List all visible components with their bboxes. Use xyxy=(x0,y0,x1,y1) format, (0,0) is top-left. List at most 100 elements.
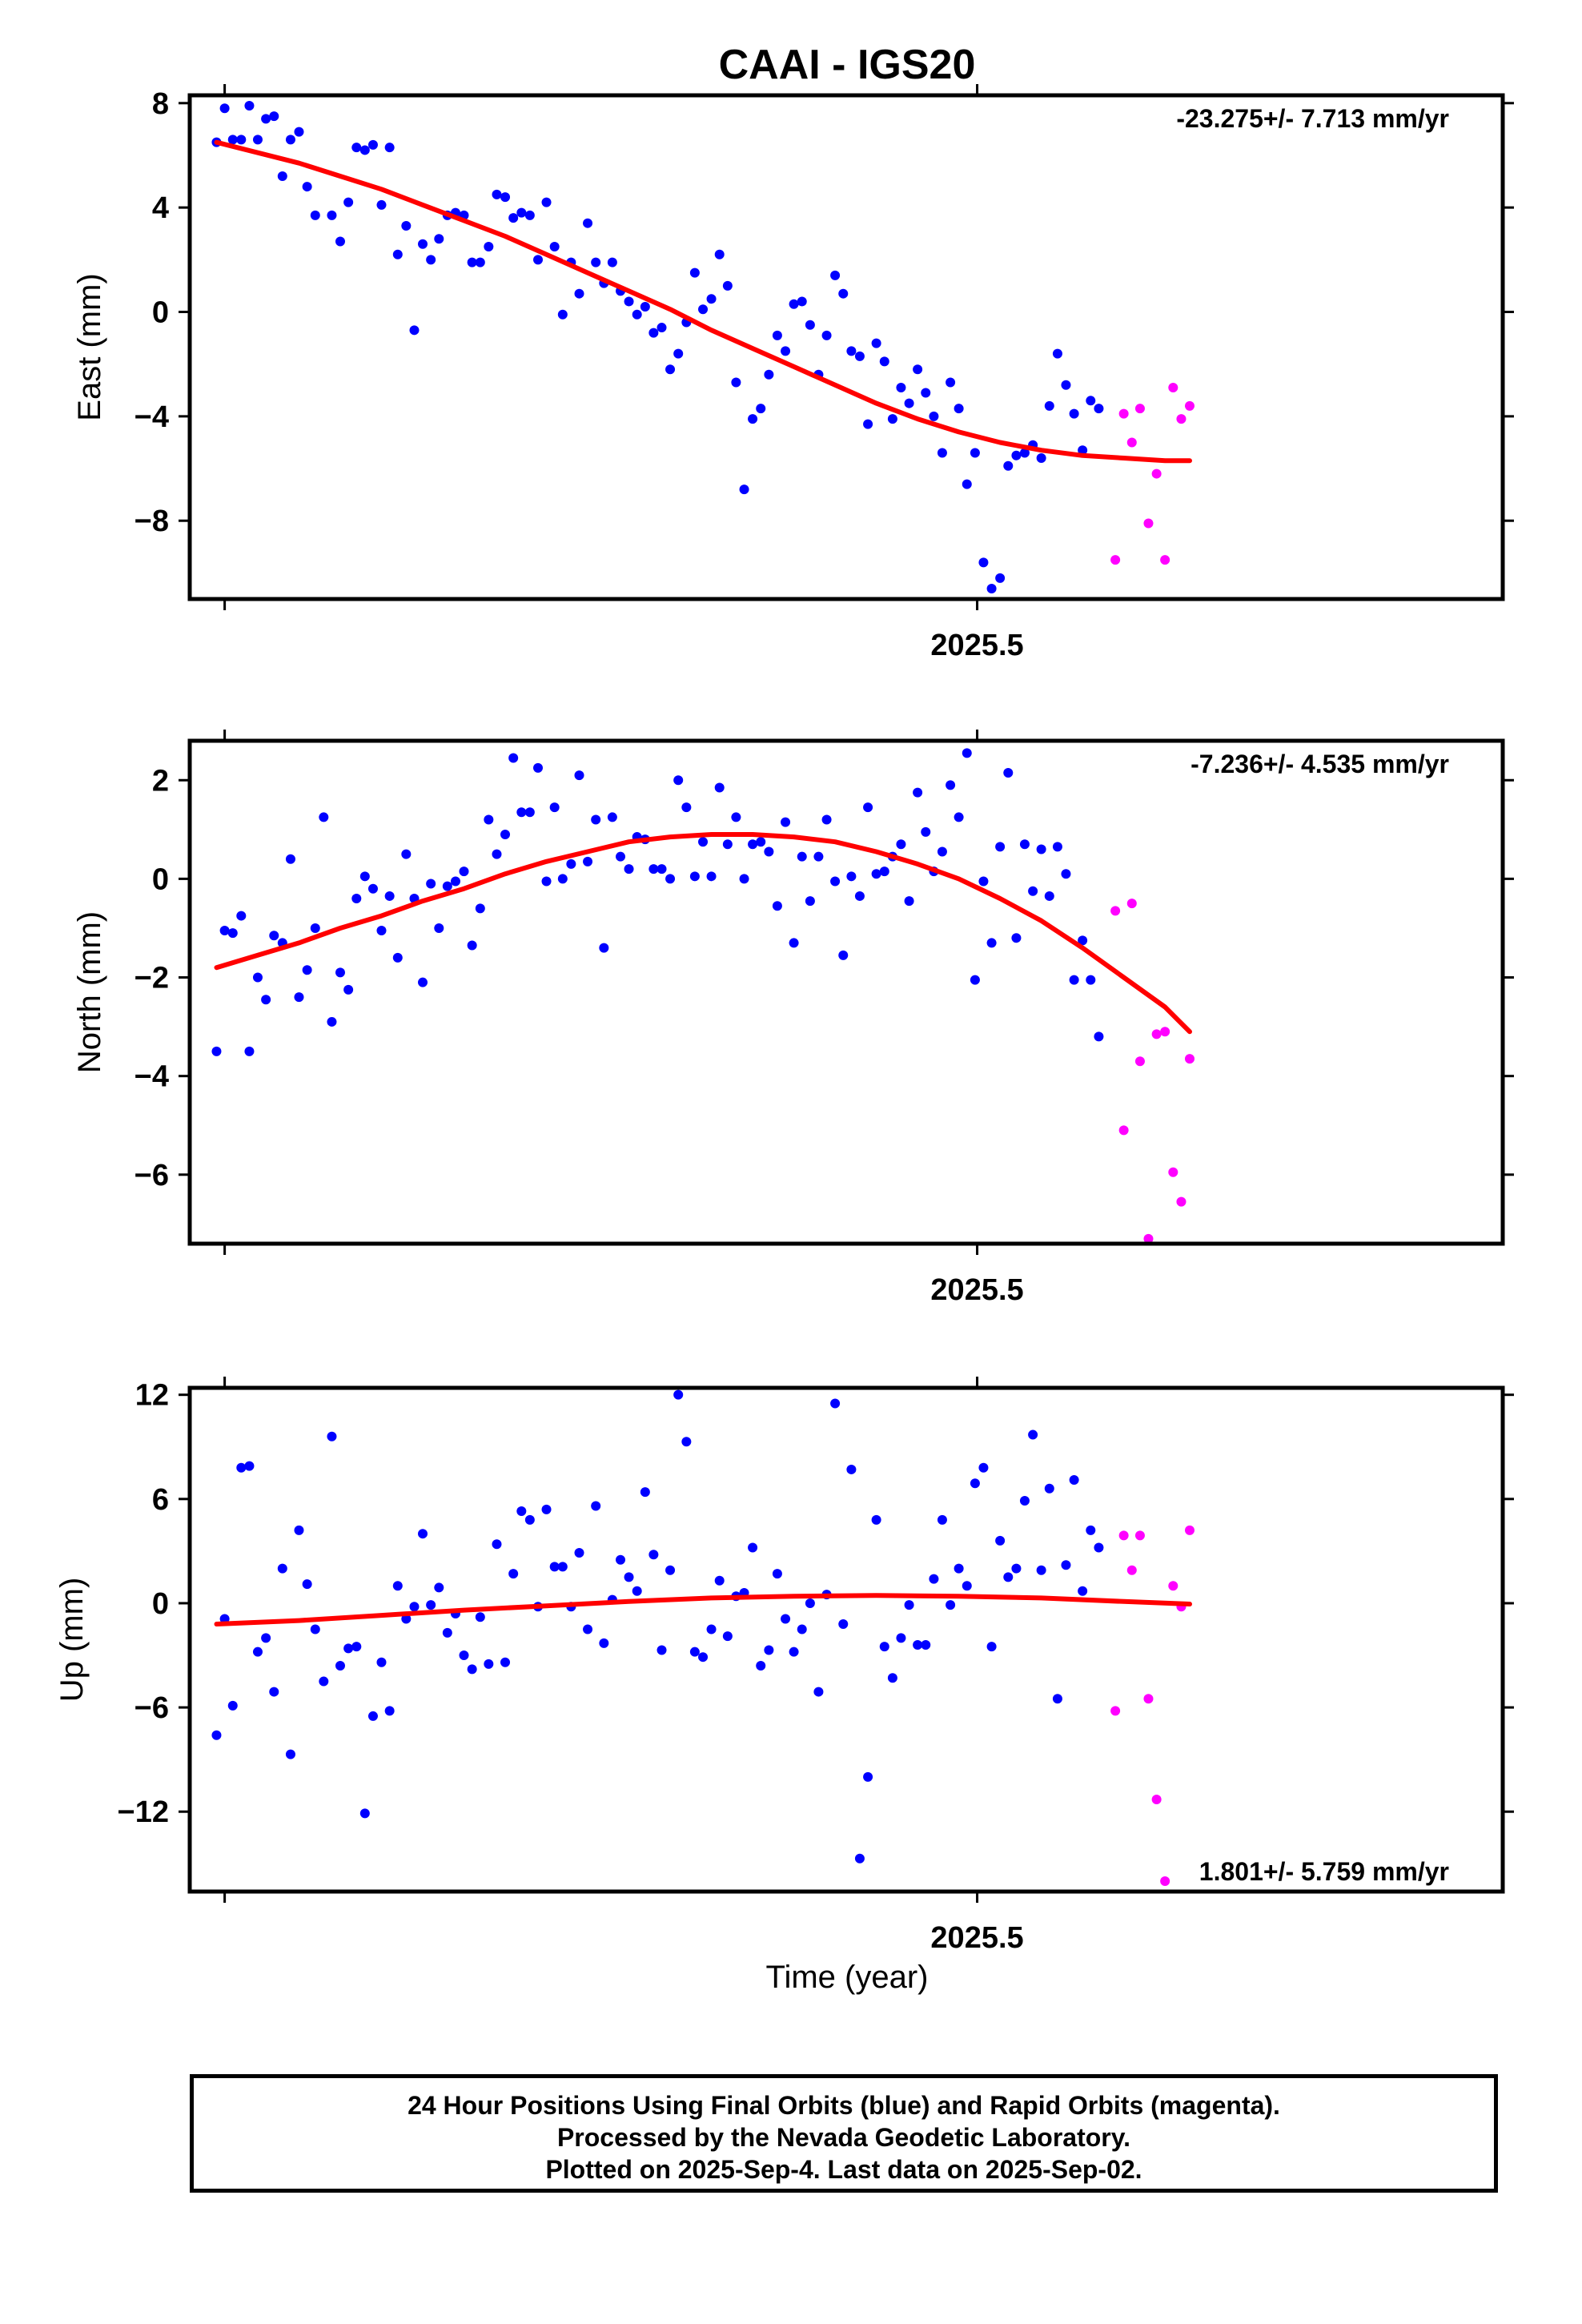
east-final-point xyxy=(607,257,617,267)
east-final-point xyxy=(310,210,320,220)
north-final-point xyxy=(648,864,659,875)
up-final-point xyxy=(913,1640,923,1651)
east-final-point xyxy=(756,404,766,414)
north-final-point xyxy=(351,894,362,904)
east-rapid-point xyxy=(1143,518,1154,529)
north-ytick-label: 2 xyxy=(152,764,169,798)
north-final-point xyxy=(475,903,485,914)
north-final-point xyxy=(805,896,815,907)
north-panel: 2 0 −2 −4 −6 2025.5 North (mm) -7.236+/- 4.535 … xyxy=(72,730,1514,1307)
north-final-point xyxy=(343,984,354,995)
north-final-point xyxy=(227,928,238,939)
east-rapid-point xyxy=(1151,468,1162,479)
up-final-point xyxy=(921,1640,931,1651)
up-rapid-point xyxy=(1110,1706,1121,1716)
up-final-point xyxy=(887,1673,897,1683)
up-final-point xyxy=(500,1657,511,1667)
north-final-point xyxy=(871,869,881,879)
north-final-point xyxy=(954,812,964,822)
up-final-point xyxy=(236,1462,247,1473)
east-rate-annotation: -23.275+/- 7.713 mm/yr xyxy=(1176,104,1449,133)
up-rapid-point xyxy=(1151,1795,1162,1805)
up-final-point xyxy=(665,1565,676,1575)
north-final-point xyxy=(789,938,799,948)
north-final-point xyxy=(739,874,749,884)
east-final-point xyxy=(343,197,354,207)
north-final-point xyxy=(616,851,626,862)
up-final-point xyxy=(591,1501,601,1511)
up-final-point xyxy=(285,1749,295,1759)
up-final-point xyxy=(1019,1495,1030,1506)
north-final-point xyxy=(541,876,552,887)
north-final-point xyxy=(821,814,832,825)
east-final-point xyxy=(929,411,939,421)
east-final-point xyxy=(797,296,807,307)
east-ytick-label: −4 xyxy=(135,400,169,434)
east-final-point xyxy=(648,328,659,338)
east-final-point xyxy=(764,369,774,380)
up-final-point xyxy=(384,1706,395,1716)
up-final-point xyxy=(879,1642,889,1652)
east-final-point xyxy=(937,448,947,458)
up-final-point xyxy=(1044,1483,1054,1494)
up-final-point xyxy=(418,1529,428,1539)
east-final-point xyxy=(434,234,444,244)
east-final-point xyxy=(640,301,650,312)
north-final-point xyxy=(557,874,568,884)
up-final-point xyxy=(954,1563,964,1574)
up-final-point xyxy=(616,1554,626,1565)
north-final-point xyxy=(211,1046,222,1056)
east-final-point xyxy=(1011,450,1022,460)
up-final-point xyxy=(946,1600,956,1610)
east-final-point xyxy=(714,249,725,259)
up-final-point xyxy=(367,1711,378,1721)
up-final-point xyxy=(648,1550,659,1560)
east-rapid-point xyxy=(1168,383,1178,393)
north-final-point xyxy=(673,775,684,786)
north-final-point xyxy=(335,967,345,978)
east-final-point xyxy=(484,242,494,252)
east-xtick-label: 2025.5 xyxy=(930,629,1023,662)
north-final-point xyxy=(756,837,766,847)
up-final-point xyxy=(599,1638,609,1648)
caption-line-3: Plotted on 2025-Sep-4. Last data on 2025… xyxy=(545,2155,1142,2184)
up-final-point xyxy=(1086,1525,1096,1535)
north-final-point xyxy=(508,753,519,763)
north-final-point xyxy=(714,782,725,793)
up-final-point xyxy=(1061,1560,1071,1570)
up-final-point xyxy=(359,1808,370,1819)
east-final-point xyxy=(698,304,709,315)
east-ytick-label: −8 xyxy=(135,505,169,538)
up-final-point xyxy=(434,1582,444,1593)
up-panel: 12 6 0 −6 −12 2025.5 Up (mm) 1.801+/- 5.759 mm/… xyxy=(54,1377,1514,1955)
north-final-point xyxy=(450,876,460,887)
east-final-point xyxy=(1061,380,1071,390)
east-final-point xyxy=(475,257,485,267)
north-final-point xyxy=(599,943,609,953)
up-final-point xyxy=(492,1539,502,1550)
up-final-point xyxy=(863,1771,873,1782)
north-final-point xyxy=(566,858,576,869)
east-final-point xyxy=(970,448,980,458)
up-final-point xyxy=(516,1506,527,1516)
east-fit-line xyxy=(214,139,1192,464)
east-final-point xyxy=(376,199,387,210)
chart-title: CAAI - IGS20 xyxy=(719,42,976,88)
east-final-point xyxy=(854,351,865,361)
north-final-point xyxy=(492,849,502,859)
up-final-point xyxy=(1028,1429,1038,1440)
up-ytick-label: 0 xyxy=(152,1587,169,1621)
north-final-point xyxy=(583,856,593,866)
x-axis-label: Time (year) xyxy=(766,1960,929,1995)
up-final-point xyxy=(632,1586,642,1596)
up-final-point xyxy=(698,1652,709,1663)
north-final-point xyxy=(772,901,782,911)
up-final-point xyxy=(789,1647,799,1657)
up-rapid-point xyxy=(1184,1525,1195,1535)
east-rapid-point xyxy=(1184,400,1195,411)
east-final-point xyxy=(392,249,403,259)
east-final-point xyxy=(533,255,544,265)
east-rapid-point xyxy=(1126,437,1137,448)
north-final-point xyxy=(937,846,947,857)
